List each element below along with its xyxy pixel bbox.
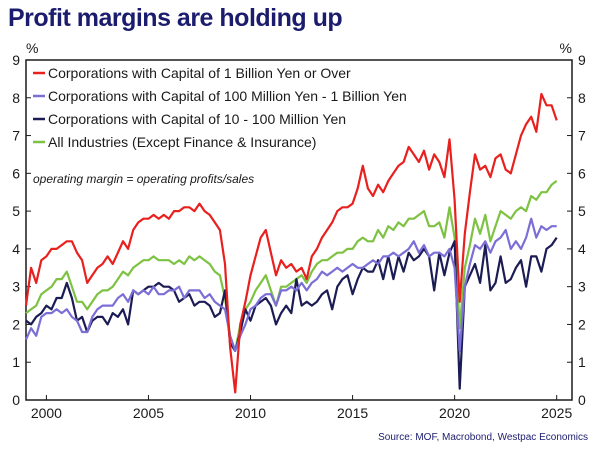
legend-entry-0: Corporations with Capital of 1 Billion Y… bbox=[48, 65, 351, 81]
right-y-tick-label: 2 bbox=[578, 316, 586, 332]
right-y-tick-label: 1 bbox=[578, 354, 586, 370]
legend-entry-2: Corporations with Capital of 10 - 100 Mi… bbox=[48, 111, 346, 127]
legend: Corporations with Capital of 1 Billion Y… bbox=[33, 65, 407, 150]
right-y-tick-label: 6 bbox=[578, 165, 586, 181]
x-tick-label: 2015 bbox=[337, 405, 368, 421]
series-line-2 bbox=[25, 236, 558, 390]
series-line-3 bbox=[25, 180, 558, 352]
left-y-tick-label: 4 bbox=[12, 241, 20, 257]
series-line-1 bbox=[24, 217, 557, 352]
axes: 0 0 1 1 2 2 3 3 4 4 5 5 6 6 7 7 8 8 9 9 2000 2005 2010 2015 2020… bbox=[12, 52, 586, 421]
left-axis-unit: % bbox=[26, 40, 38, 56]
right-y-tick-label: 4 bbox=[578, 241, 586, 257]
legend-entry-3: All Industries (Except Finance & Insuran… bbox=[48, 134, 316, 150]
chart-title: Profit margins are holding up bbox=[8, 4, 343, 32]
left-y-tick-label: 5 bbox=[12, 203, 20, 219]
left-y-tick-label: 7 bbox=[12, 128, 20, 144]
left-y-tick-label: 2 bbox=[12, 316, 20, 332]
right-y-tick-label: 7 bbox=[578, 128, 586, 144]
right-y-tick-label: 5 bbox=[578, 203, 586, 219]
left-y-tick-label: 9 bbox=[12, 52, 20, 68]
left-y-tick-label: 0 bbox=[12, 392, 20, 408]
left-y-tick-label: 3 bbox=[12, 279, 20, 295]
right-y-tick-label: 8 bbox=[578, 90, 586, 106]
right-y-tick-label: 9 bbox=[578, 52, 586, 68]
legend-entry-1: Corporations with Capital of 100 Million… bbox=[48, 88, 407, 104]
x-tick-label: 2020 bbox=[439, 405, 470, 421]
plot-frame bbox=[25, 59, 573, 401]
series-line-0 bbox=[24, 92, 558, 394]
x-tick-label: 2000 bbox=[31, 405, 62, 421]
source-note: Source: MOF, Macrobond, Westpac Economic… bbox=[378, 432, 588, 443]
right-y-tick-label: 3 bbox=[578, 279, 586, 295]
right-axis-unit: % bbox=[560, 40, 572, 56]
left-y-tick-label: 1 bbox=[12, 354, 20, 370]
right-y-tick-label: 0 bbox=[578, 392, 586, 408]
left-y-tick-label: 6 bbox=[12, 165, 20, 181]
x-tick-label: 2010 bbox=[235, 405, 266, 421]
series-lines bbox=[24, 92, 558, 394]
x-tick-label: 2005 bbox=[133, 405, 164, 421]
x-tick-label: 2025 bbox=[541, 405, 572, 421]
left-y-tick-label: 8 bbox=[12, 90, 20, 106]
operating-margin-note: operating margin = operating profits/sal… bbox=[33, 172, 254, 186]
